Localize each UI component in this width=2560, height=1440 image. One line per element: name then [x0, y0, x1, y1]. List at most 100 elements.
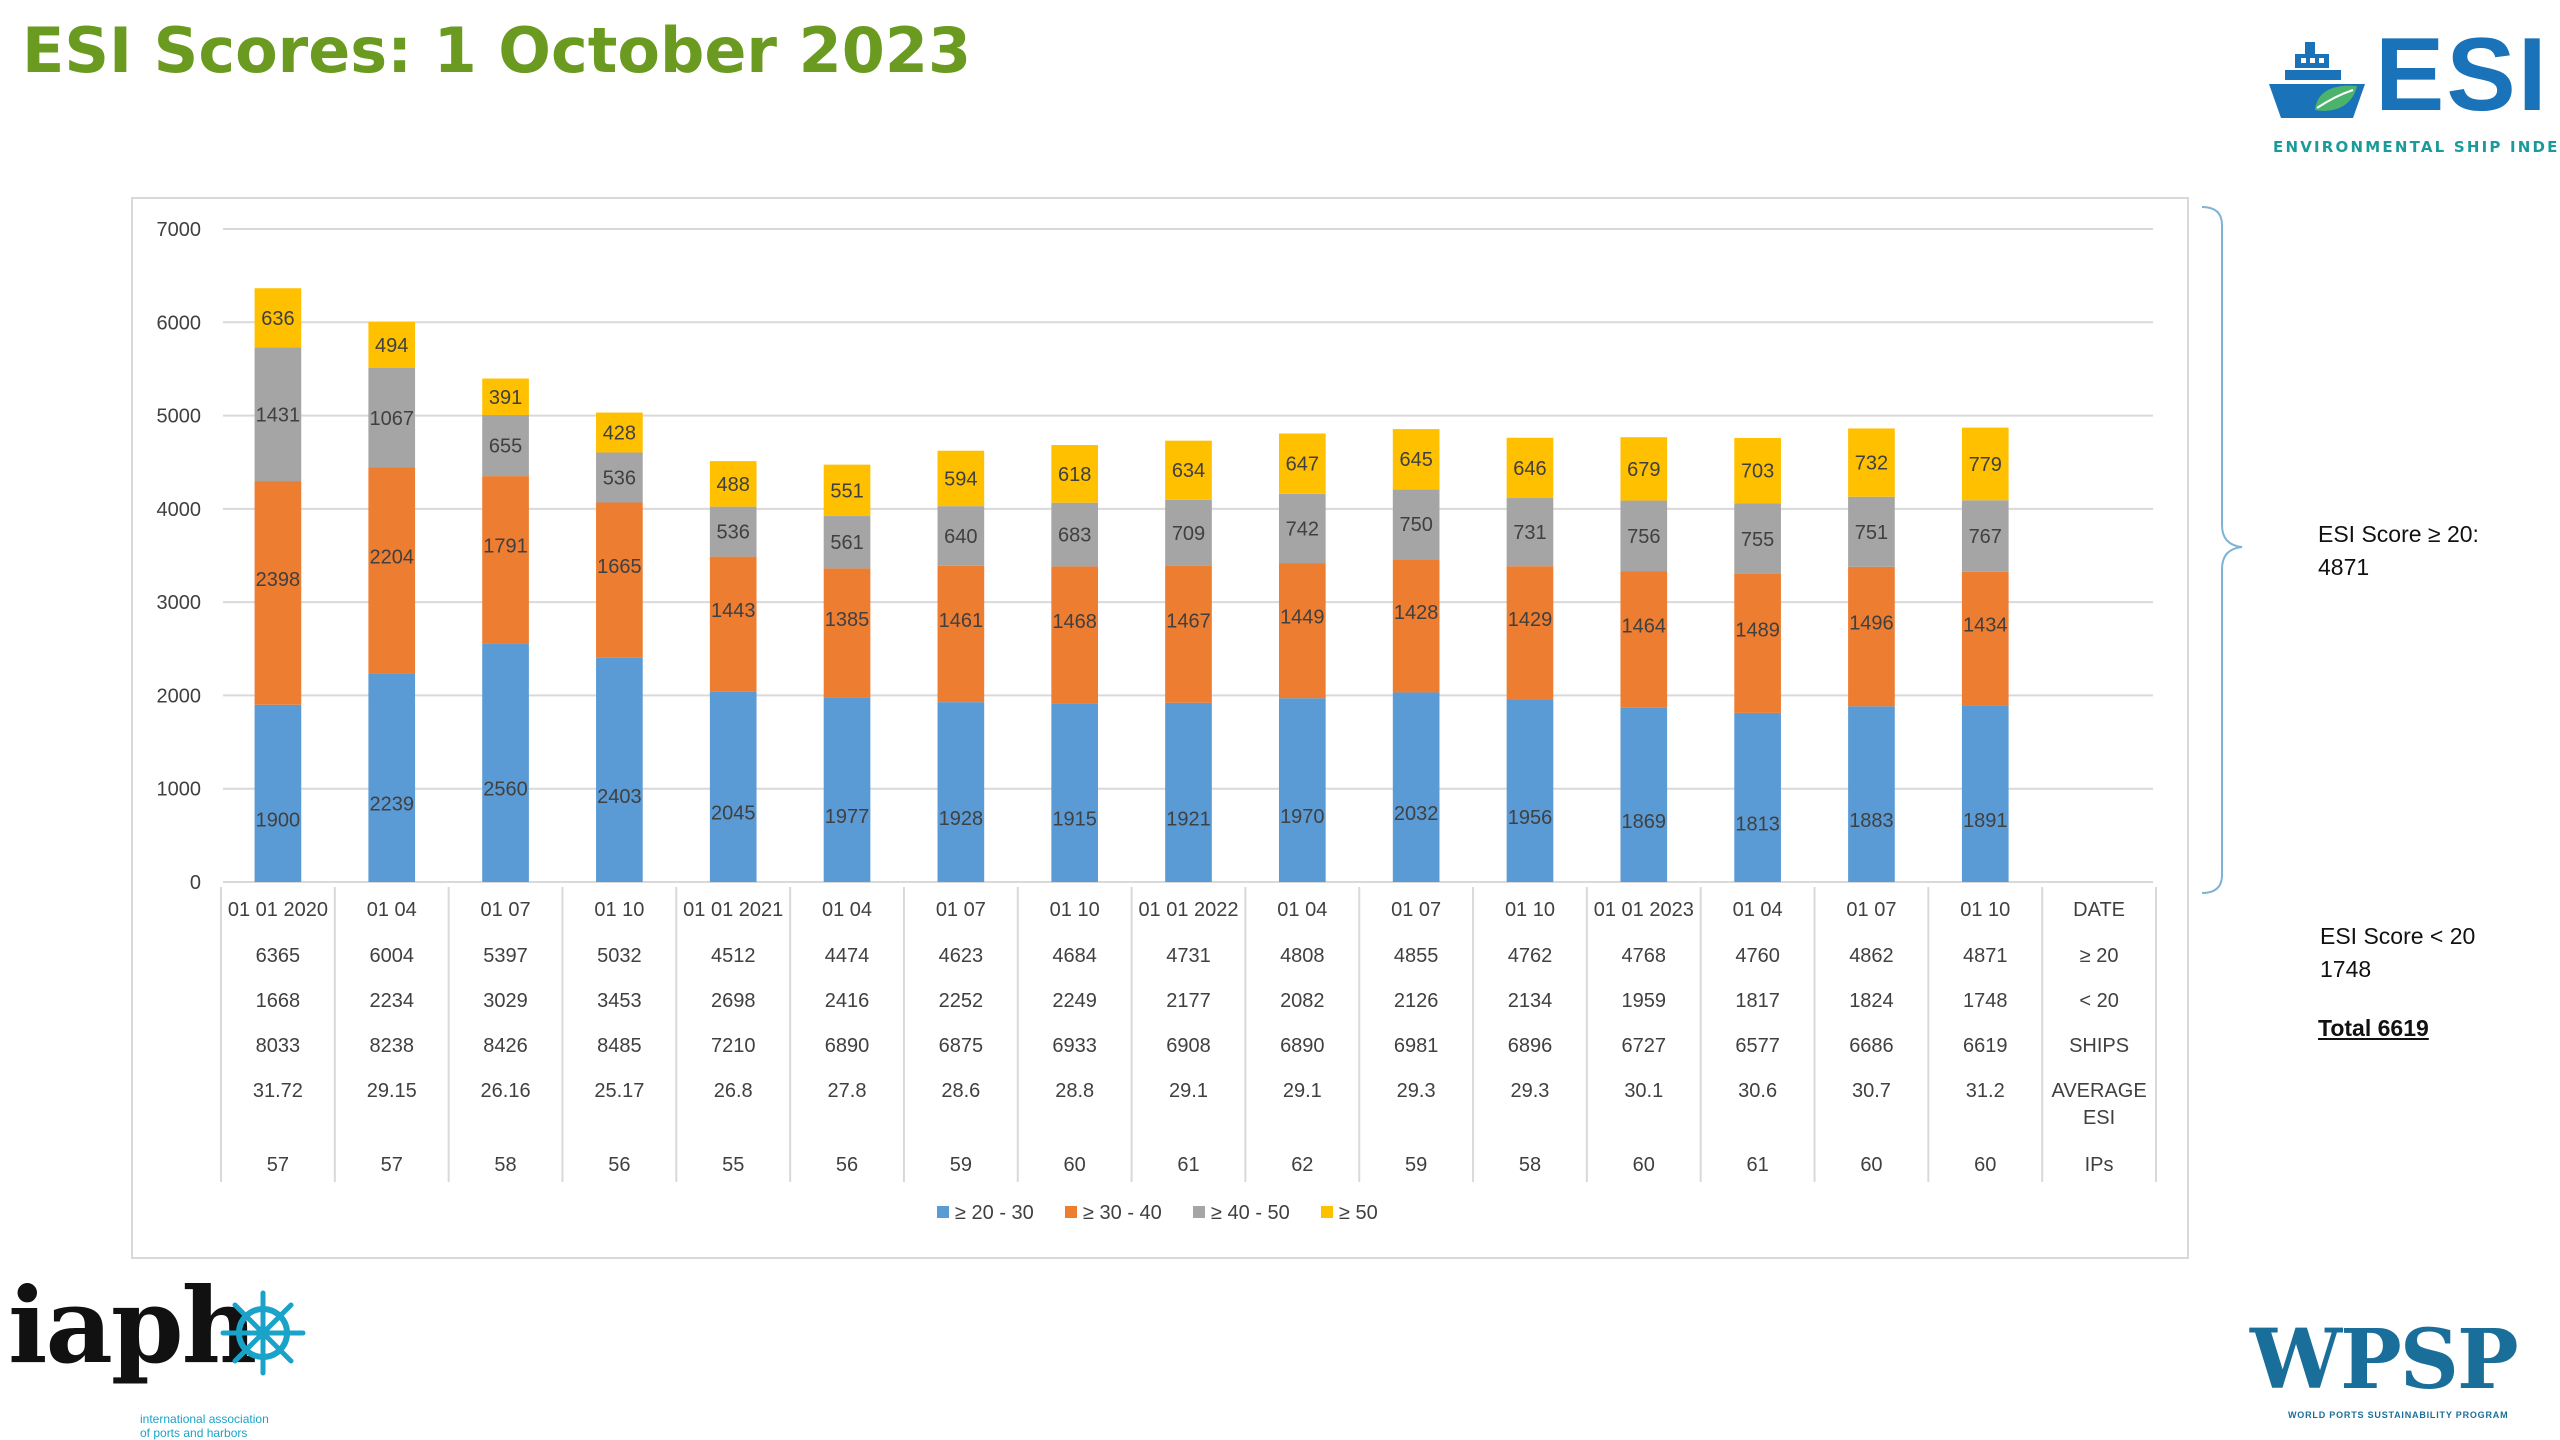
bar-segment: [937, 565, 985, 703]
table-cell: 4862: [1849, 945, 1894, 967]
bar-segment: [482, 476, 529, 644]
table-cell: 27.8: [828, 1080, 867, 1102]
bar-segment: [1961, 500, 2009, 572]
table-cell: 6890: [825, 1035, 870, 1057]
data-label: 1489: [1735, 619, 1780, 641]
data-label: 1467: [1166, 610, 1211, 632]
table-cell: 4855: [1394, 945, 1439, 967]
table-cell: 56: [836, 1154, 858, 1176]
table-cell: 26.8: [714, 1080, 753, 1102]
data-label: 634: [1172, 460, 1205, 482]
table-cell: 4474: [825, 945, 870, 967]
data-label: 2403: [597, 786, 642, 808]
bar-segment: [596, 502, 643, 658]
table-cell: 6875: [939, 1035, 984, 1057]
esi-below-20-label: ESI Score < 20: [2320, 923, 2476, 949]
bar-segment: [1278, 563, 1326, 699]
table-cell: 01 07: [481, 899, 531, 921]
data-label: 488: [717, 474, 750, 496]
table-cell: 4512: [711, 945, 756, 967]
legend-label: ≥ 40 - 50: [1211, 1202, 1290, 1224]
esi-above-20-value: 4871: [2318, 554, 2370, 580]
data-label: 683: [1058, 525, 1091, 547]
data-label: 594: [944, 468, 977, 490]
table-cell: 4623: [939, 945, 984, 967]
bar-segment: [709, 506, 757, 557]
data-label: 703: [1741, 461, 1774, 483]
table-row-header: IPs: [2085, 1154, 2114, 1176]
data-label: 742: [1286, 518, 1319, 540]
table-cell: 60: [1974, 1154, 1996, 1176]
table-cell: 01 01 2021: [683, 899, 783, 921]
y-tick-label: 0: [190, 872, 201, 894]
esi-below-20-note: ESI Score < 20 1748: [2320, 920, 2475, 986]
bar-segment: [1278, 433, 1326, 494]
bar-segment: [1506, 498, 1554, 567]
bar-segment: [482, 643, 529, 882]
table-cell: 01 07: [936, 899, 986, 921]
legend-swatch: [1065, 1206, 1077, 1218]
table-cell: 58: [1519, 1154, 1541, 1176]
data-label: 494: [375, 335, 408, 357]
bar-segment: [596, 452, 643, 503]
table-cell: 28.6: [941, 1080, 980, 1102]
table-cell: 01 07: [1391, 899, 1441, 921]
table-row-header: ≥ 20: [2080, 945, 2119, 967]
data-label: 2239: [369, 794, 414, 816]
table-cell: 6933: [1052, 1035, 1097, 1057]
table-row-header: < 20: [2079, 990, 2118, 1012]
table-cell: 01 04: [367, 899, 417, 921]
y-tick-label: 3000: [157, 592, 202, 614]
data-label: 1443: [711, 600, 756, 622]
bar-segment: [709, 691, 757, 882]
table-cell: 6727: [1622, 1035, 1667, 1057]
bar-segment: [368, 673, 416, 882]
table-cell: 60: [1633, 1154, 1655, 1176]
bar-segment: [482, 378, 529, 416]
esi-stacked-bar-chart: 0 1000 2000 3000 4000 5000 6000 7000 1900 2398 143…: [157, 219, 2157, 1224]
y-tick-label: 5000: [157, 406, 202, 428]
iaph-logo-subtitle-line2: of ports and harbors: [140, 1426, 248, 1440]
bar-segment: [1734, 573, 1781, 713]
bar-segment: [937, 450, 985, 507]
esi-logo-word: ESI: [2375, 17, 2549, 133]
esi-above-20-label: ESI Score ≥ 20:: [2318, 521, 2479, 547]
data-label: 1915: [1052, 809, 1097, 831]
data-label: 1434: [1963, 615, 2008, 637]
table-cell: 3029: [483, 990, 528, 1012]
bar-segment: [1392, 559, 1440, 693]
y-tick-label: 4000: [157, 499, 202, 521]
bar-segment: [254, 347, 302, 482]
table-cell: 30.6: [1738, 1080, 1777, 1102]
table-cell: 30.1: [1624, 1080, 1663, 1102]
table-cell: 28.8: [1055, 1080, 1094, 1102]
bar-segment: [823, 568, 871, 698]
bar-segment: [254, 288, 302, 348]
y-tick-label: 1000: [157, 779, 202, 801]
table-cell: 01 01 2023: [1594, 899, 1694, 921]
table-cell: 7210: [711, 1035, 756, 1057]
data-label: 1977: [825, 806, 870, 828]
table-cell: 2234: [369, 990, 414, 1012]
bar-segment: [1848, 428, 1895, 497]
table-cell: 58: [494, 1154, 516, 1176]
legend-label: ≥ 20 - 30: [955, 1202, 1034, 1224]
data-label: 428: [603, 423, 636, 445]
bar-segment: [1051, 703, 1099, 882]
data-label: 755: [1741, 529, 1774, 551]
bar-segment: [1620, 571, 1668, 708]
table-row-header: AVERAGE: [2051, 1080, 2146, 1102]
table-cell: 2698: [711, 990, 756, 1012]
data-label: 756: [1627, 526, 1660, 548]
bar-segment: [1734, 503, 1781, 574]
bar-segment: [1848, 566, 1895, 707]
data-label: 1921: [1166, 808, 1211, 830]
bar-segment: [823, 697, 871, 882]
table-cell: 8426: [483, 1035, 528, 1057]
bar-segment: [596, 412, 643, 453]
bar-segment: [937, 506, 985, 566]
wpsp-logo-subtitle: WORLD PORTS SUSTAINABILITY PROGRAM: [2288, 1410, 2509, 1420]
table-cell: 59: [1405, 1154, 1427, 1176]
brace-icon: [2201, 206, 2243, 894]
table-cell: 2126: [1394, 990, 1439, 1012]
